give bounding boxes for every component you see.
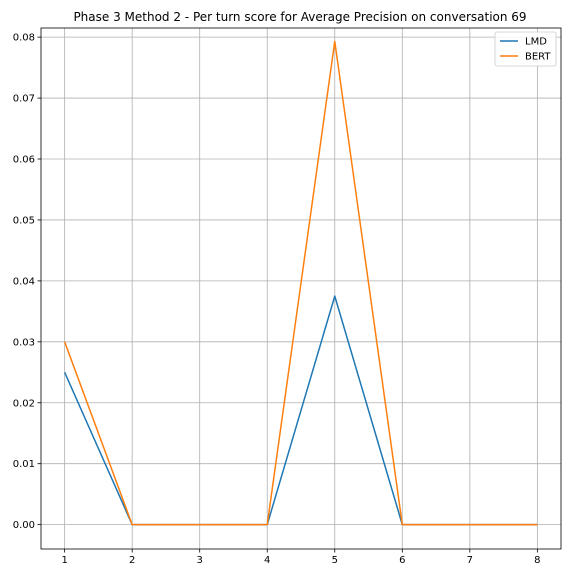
legend: LMD BERT — [494, 31, 557, 67]
y-tick-label: 0.04 — [13, 276, 35, 287]
x-tick-label: 3 — [197, 555, 203, 566]
x-tick-label: 5 — [332, 555, 338, 566]
y-tick-label: 0.06 — [13, 155, 35, 166]
series-line-bert — [63, 40, 538, 526]
series-lines — [63, 40, 538, 526]
x-axis: 1 2 3 4 5 6 7 8 — [61, 549, 541, 566]
x-tick-label: 1 — [61, 555, 67, 566]
x-tick-label: 6 — [399, 555, 405, 566]
legend-label-bert: BERT — [525, 52, 551, 63]
plot-frame — [40, 27, 562, 550]
y-tick-label: 0.03 — [13, 337, 35, 348]
y-axis: 0.00 0.01 0.02 0.03 0.04 0.05 0.06 0.07 0.08 — [13, 33, 41, 531]
y-tick-label: 0.02 — [13, 398, 35, 409]
x-tick-label: 7 — [467, 555, 473, 566]
y-tick-label: 0.07 — [13, 94, 35, 105]
series-line-lmd — [63, 295, 538, 526]
y-tick-label: 0.01 — [13, 459, 35, 470]
x-tick-label: 2 — [129, 555, 135, 566]
chart-title: Phase 3 Method 2 - Per turn score for Av… — [73, 10, 526, 24]
legend-label-lmd: LMD — [525, 37, 547, 48]
y-tick-label: 0.05 — [13, 215, 35, 226]
x-tick-label: 8 — [534, 555, 540, 566]
y-tick-label: 0.00 — [13, 520, 35, 531]
y-tick-label: 0.08 — [13, 33, 35, 44]
x-tick-label: 4 — [264, 555, 270, 566]
grid — [41, 28, 561, 549]
